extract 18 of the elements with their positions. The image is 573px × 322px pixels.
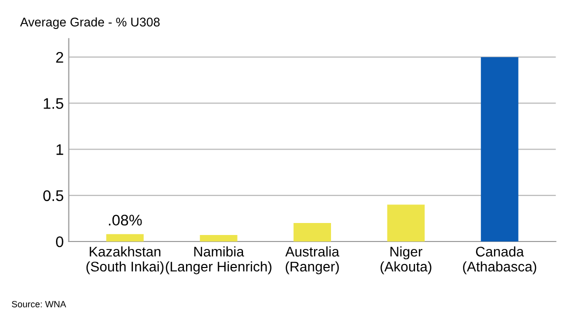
y-tick-label: 1.5	[44, 98, 64, 109]
x-tick-label: Kazakhstan (South Inkai)	[86, 246, 164, 274]
y-tick-label: 2	[56, 52, 64, 63]
x-tick-label: Australia (Ranger)	[285, 246, 340, 274]
y-tick-label: 0.5	[43, 190, 64, 202]
y-tick-label: 1	[56, 144, 64, 155]
y-tick-label: 0	[56, 236, 64, 248]
x-tick-label: Namibia (Langer Hienrich)	[166, 246, 272, 274]
bar	[200, 235, 238, 242]
bar	[106, 234, 144, 242]
bar	[294, 223, 332, 242]
y-axis-title: Average Grade - % U308	[20, 17, 160, 29]
x-tick-label: Niger (Akouta)	[380, 246, 432, 274]
bar	[480, 57, 518, 242]
source-note: Source: WNA	[12, 300, 66, 308]
data-label: .08%	[108, 214, 142, 226]
bar	[387, 204, 425, 242]
x-tick-label: Canada (Athabasca)	[463, 246, 536, 274]
